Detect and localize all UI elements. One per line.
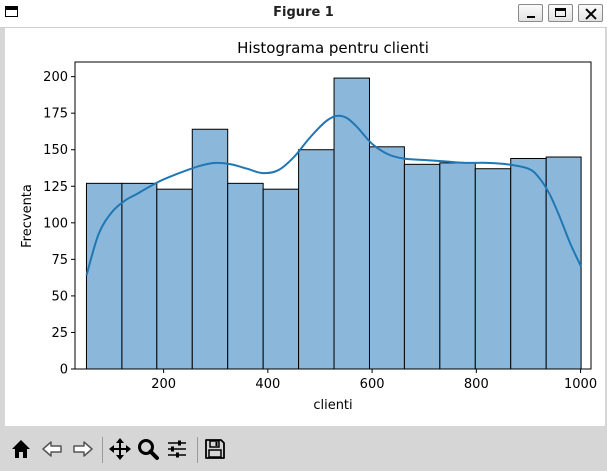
y-axis-label: Frecventa bbox=[20, 184, 35, 248]
histogram-bar-11 bbox=[439, 162, 476, 370]
figure-canvas[interactable]: Histograma pentru clienti 200 400 600 800 10… bbox=[5, 28, 605, 426]
save-button[interactable] bbox=[200, 434, 230, 464]
axes-frame bbox=[74, 61, 592, 370]
y-tick-label: 0 bbox=[60, 363, 68, 378]
move-icon bbox=[109, 438, 131, 460]
magnifier-icon bbox=[138, 439, 159, 460]
x-tick-label: 800 bbox=[464, 377, 489, 392]
x-tick-label: 200 bbox=[151, 377, 176, 392]
y-tick-label: 200 bbox=[43, 70, 68, 85]
zoom-button[interactable] bbox=[133, 434, 163, 464]
y-tick-label: 50 bbox=[51, 289, 68, 304]
x-tick-label: 400 bbox=[255, 377, 280, 392]
histogram-bars bbox=[85, 77, 582, 370]
pan-button[interactable] bbox=[105, 434, 135, 464]
floppy-disk-icon bbox=[205, 439, 225, 459]
histogram-bar-2 bbox=[121, 182, 158, 370]
histogram-bar-1 bbox=[85, 182, 123, 370]
histogram-bar-4 bbox=[191, 128, 229, 370]
histogram-bar-6 bbox=[262, 188, 300, 370]
toolbar-separator bbox=[197, 437, 198, 463]
histogram-bar-3 bbox=[156, 188, 193, 370]
forward-button[interactable] bbox=[68, 434, 98, 464]
maximize-button[interactable] bbox=[548, 4, 573, 22]
window-title: Figure 1 bbox=[273, 5, 334, 20]
y-tick-label: 175 bbox=[43, 107, 68, 122]
window-titlebar: Figure 1 bbox=[0, 0, 607, 28]
home-icon bbox=[12, 440, 30, 458]
home-button[interactable] bbox=[6, 434, 36, 464]
kde-curve bbox=[85, 114, 583, 276]
configure-subplots-button[interactable] bbox=[162, 434, 192, 464]
histogram-bar-14 bbox=[545, 156, 582, 370]
sliders-icon bbox=[168, 440, 186, 458]
close-button[interactable] bbox=[578, 4, 603, 22]
y-tick-label: 150 bbox=[43, 143, 68, 158]
y-tick-label: 25 bbox=[51, 326, 68, 341]
histogram-bar-10 bbox=[403, 163, 441, 370]
x-tick-label: 600 bbox=[360, 377, 385, 392]
minimize-button[interactable] bbox=[518, 4, 543, 22]
y-tick-label: 100 bbox=[43, 216, 68, 231]
histogram-bar-7 bbox=[298, 149, 335, 370]
x-tick-label: 1000 bbox=[564, 377, 597, 392]
toolbar-separator bbox=[102, 437, 103, 463]
y-tick-label: 75 bbox=[51, 253, 68, 268]
histogram-bar-9 bbox=[368, 146, 405, 370]
histogram-chart: Histograma pentru clienti 200 400 600 800 10… bbox=[20, 39, 597, 413]
x-axis-label: clienti bbox=[313, 398, 352, 413]
histogram-bar-5 bbox=[227, 182, 264, 370]
x-axis-ticks: 200 400 600 800 1000 bbox=[151, 369, 597, 392]
navigation-toolbar bbox=[0, 428, 607, 471]
arrow-left-icon bbox=[42, 441, 62, 457]
window-app-icon bbox=[5, 6, 18, 17]
histogram-bar-13 bbox=[510, 157, 547, 370]
y-tick-label: 125 bbox=[43, 180, 68, 195]
back-button[interactable] bbox=[37, 434, 67, 464]
arrow-right-icon bbox=[73, 441, 93, 457]
chart-title: Histograma pentru clienti bbox=[237, 39, 429, 57]
histogram-bar-12 bbox=[474, 168, 512, 370]
y-axis-ticks: 0 25 50 75 100 125 150 175 200 bbox=[43, 70, 75, 378]
